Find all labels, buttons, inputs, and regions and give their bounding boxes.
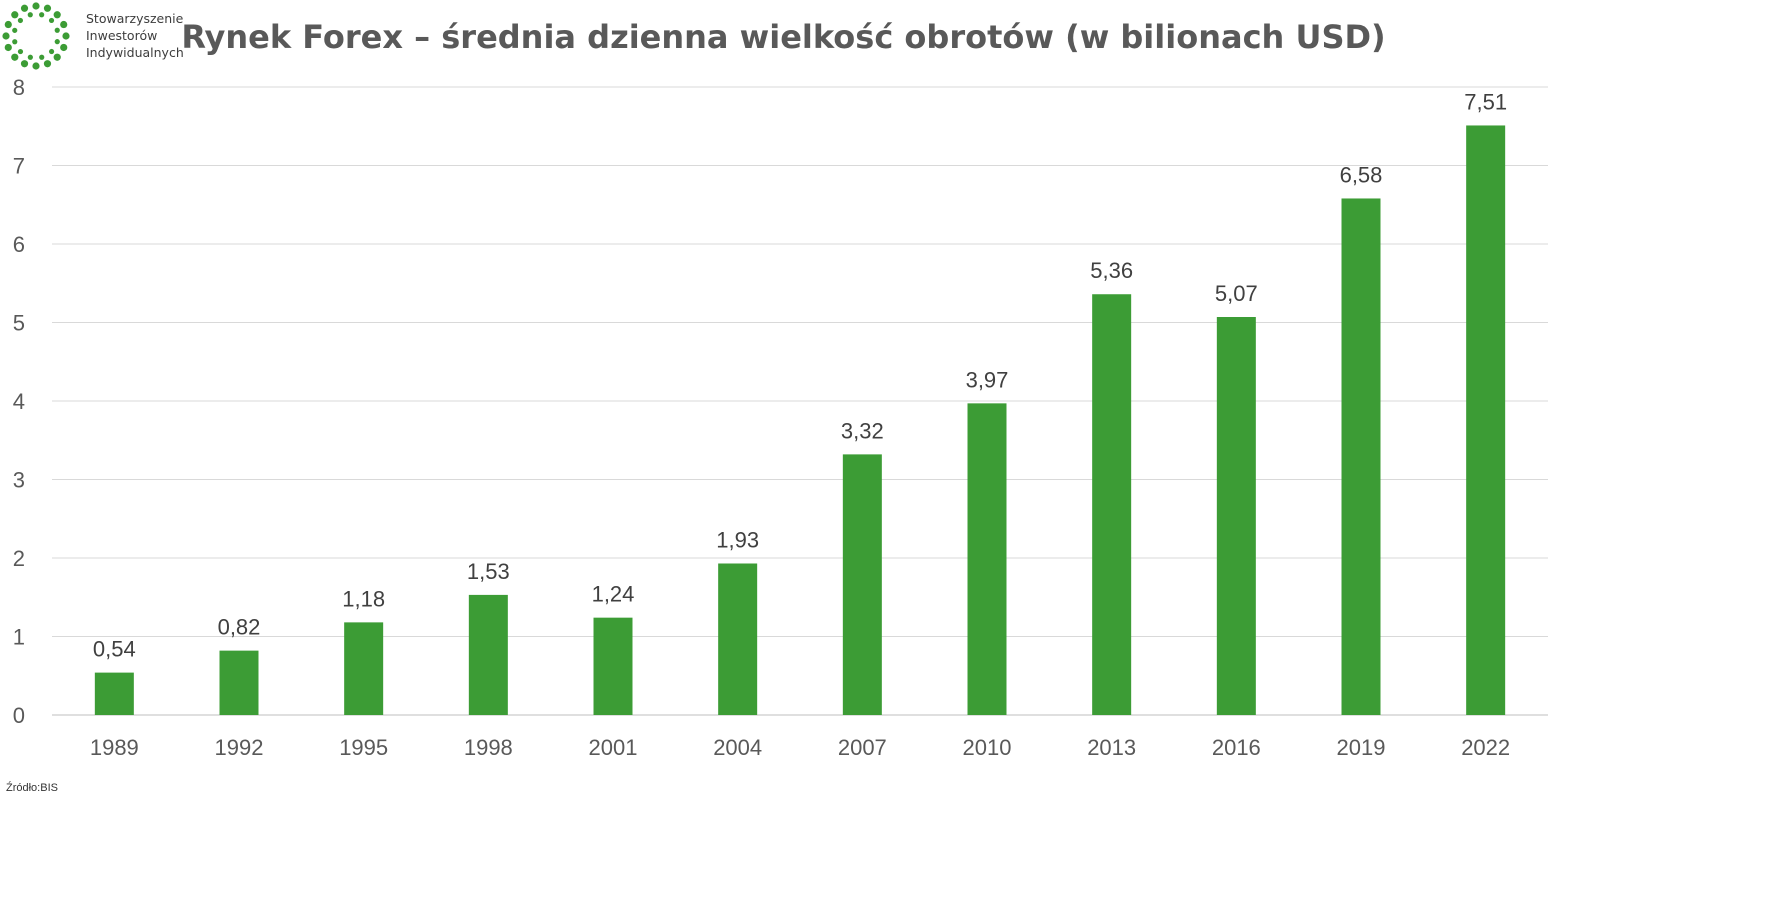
bar xyxy=(718,563,758,715)
logo-dot xyxy=(60,20,68,29)
bar-chart: 0 1 2 3 4 5 6 7 8 0,54 1989 0,82 1992 1,18 1995 1,53 199… xyxy=(13,75,1548,760)
logo-dot xyxy=(11,53,19,61)
x-tick-label: 2001 xyxy=(589,735,638,760)
logo-dot xyxy=(27,54,33,60)
data-label: 6,58 xyxy=(1340,162,1383,187)
logo-dot xyxy=(4,20,12,29)
data-label: 5,36 xyxy=(1090,258,1133,283)
logo-dot xyxy=(39,54,45,60)
logo-dot xyxy=(39,12,45,18)
y-tick-label: 4 xyxy=(13,389,25,414)
logo-dot xyxy=(27,12,33,18)
logo-ring-icon xyxy=(2,2,70,70)
x-tick-label: 1998 xyxy=(464,735,513,760)
logo-dot xyxy=(2,32,10,40)
source-note: Źródło:BIS xyxy=(6,782,58,794)
data-label: 5,07 xyxy=(1215,281,1258,306)
bar xyxy=(219,650,259,715)
y-tick-label: 1 xyxy=(13,625,25,650)
x-tick-label: 2010 xyxy=(963,735,1012,760)
logo-dot xyxy=(11,11,19,19)
logo-dot xyxy=(62,32,70,40)
x-tick-label: 2016 xyxy=(1212,735,1261,760)
data-label: 1,18 xyxy=(342,586,385,611)
data-label: 0,54 xyxy=(93,637,136,662)
logo-dot xyxy=(20,4,29,12)
x-tick-label: 1992 xyxy=(215,735,264,760)
logo-dot xyxy=(43,60,52,68)
logo-text: Stowarzyszenie Inwestorów Indywidualnych xyxy=(86,10,184,61)
y-tick-label: 2 xyxy=(13,546,25,571)
bar xyxy=(1466,125,1506,716)
x-tick-label: 2019 xyxy=(1337,735,1386,760)
logo-dot xyxy=(43,4,52,12)
bar xyxy=(94,672,134,715)
logo-dot xyxy=(12,39,18,45)
logo-dot xyxy=(48,48,55,55)
logo-dot xyxy=(54,27,60,33)
x-tick-label: 2007 xyxy=(838,735,887,760)
logo-dot xyxy=(48,17,55,24)
chart-title: Rynek Forex – średnia dzienna wielkość o… xyxy=(181,18,1386,56)
logo-dot xyxy=(53,11,61,19)
logo-dot xyxy=(54,39,60,45)
logo-line-3: Indywidualnych xyxy=(86,45,184,60)
x-tick-label: 2013 xyxy=(1087,735,1136,760)
x-tick-label: 2004 xyxy=(713,735,762,760)
logo-line-1: Stowarzyszenie xyxy=(86,11,184,26)
x-tick-label: 1995 xyxy=(339,735,388,760)
data-label: 3,32 xyxy=(841,418,884,443)
logo-line-2: Inwestorów xyxy=(86,28,158,43)
data-label: 3,97 xyxy=(966,367,1009,392)
y-tick-label: 8 xyxy=(13,75,25,100)
bar xyxy=(842,454,882,715)
logo-dot xyxy=(32,2,40,10)
logo-dot xyxy=(20,60,29,68)
bar xyxy=(1092,294,1132,715)
logo-dot xyxy=(32,62,40,70)
data-label: 1,93 xyxy=(716,527,759,552)
bar xyxy=(1341,198,1381,716)
data-label: 0,82 xyxy=(218,615,261,640)
logo-dot xyxy=(53,53,61,61)
logo-dot xyxy=(12,27,18,33)
bar xyxy=(967,403,1007,715)
y-tick-label: 3 xyxy=(13,468,25,493)
logo: Stowarzyszenie Inwestorów Indywidualnych xyxy=(0,0,190,80)
y-tick-label: 7 xyxy=(13,154,25,179)
data-label: 1,53 xyxy=(467,559,510,584)
bar xyxy=(344,622,384,715)
logo-dot xyxy=(17,17,24,24)
x-tick-label: 2022 xyxy=(1461,735,1510,760)
data-label: 7,51 xyxy=(1464,89,1507,114)
y-tick-label: 6 xyxy=(13,232,25,257)
y-tick-label: 0 xyxy=(13,703,25,728)
y-tick-label: 5 xyxy=(13,311,25,336)
logo-dot xyxy=(17,48,24,55)
bar xyxy=(593,617,633,715)
logo-dot xyxy=(4,43,12,52)
bar xyxy=(468,594,508,715)
x-tick-label: 1989 xyxy=(90,735,139,760)
data-label: 1,24 xyxy=(592,582,635,607)
bar xyxy=(1216,317,1256,715)
logo-dot xyxy=(60,43,68,52)
